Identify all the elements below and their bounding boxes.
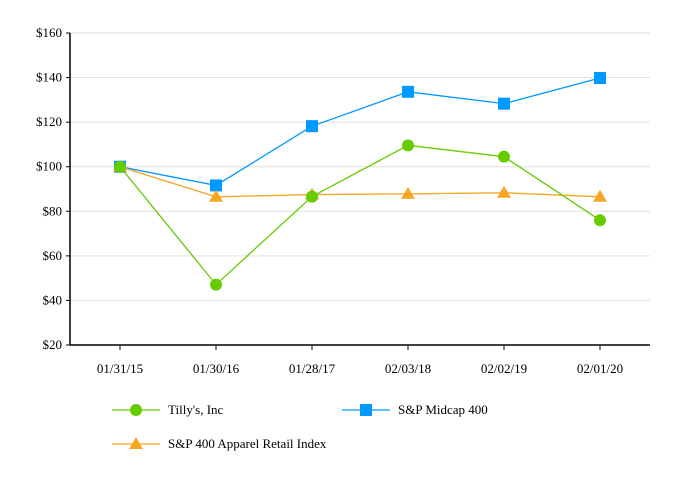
data-point-triangle bbox=[209, 189, 223, 202]
x-tick-label: 02/03/18 bbox=[385, 361, 431, 376]
y-tick-label: $80 bbox=[43, 203, 63, 218]
legend-item: S&P Midcap 400 bbox=[342, 402, 488, 417]
data-point-square bbox=[594, 72, 606, 85]
x-tick-label: 01/30/16 bbox=[193, 361, 240, 376]
data-point-circle bbox=[114, 160, 126, 173]
y-tick-label: $140 bbox=[36, 70, 62, 85]
legend-marker-square bbox=[360, 404, 372, 416]
series-0 bbox=[114, 139, 606, 291]
data-point-triangle bbox=[593, 189, 607, 202]
y-tick-label: $60 bbox=[43, 248, 63, 263]
series-2 bbox=[113, 159, 607, 202]
data-point-square bbox=[402, 85, 414, 98]
data-point-square bbox=[498, 97, 510, 110]
data-point-circle bbox=[498, 150, 510, 163]
legend-label: S&P 400 Apparel Retail Index bbox=[168, 436, 327, 451]
series-1 bbox=[114, 72, 606, 192]
legend-label: Tilly's, Inc bbox=[168, 402, 224, 417]
y-tick-label: $120 bbox=[36, 114, 62, 129]
data-point-circle bbox=[306, 190, 318, 203]
data-point-circle bbox=[402, 139, 414, 152]
y-tick-label: $160 bbox=[36, 25, 62, 40]
x-tick-label: 02/01/20 bbox=[577, 361, 623, 376]
legend-label: S&P Midcap 400 bbox=[398, 402, 488, 417]
series-line bbox=[119, 77, 601, 187]
x-tick-label: 01/31/15 bbox=[97, 361, 143, 376]
data-point-circle bbox=[210, 278, 222, 291]
data-point-square bbox=[210, 179, 222, 192]
x-tick-label: 02/02/19 bbox=[481, 361, 527, 376]
legend-item: Tilly's, Inc bbox=[112, 402, 224, 417]
legend-marker-triangle bbox=[129, 437, 143, 449]
y-tick-label: $40 bbox=[43, 292, 63, 307]
x-tick-label: 01/28/17 bbox=[289, 361, 336, 376]
data-point-triangle bbox=[401, 186, 415, 199]
y-tick-label: $100 bbox=[36, 159, 62, 174]
data-point-circle bbox=[594, 214, 606, 227]
data-point-triangle bbox=[497, 185, 511, 198]
series-line bbox=[119, 144, 601, 286]
y-tick-label: $20 bbox=[43, 337, 63, 352]
data-point-square bbox=[306, 120, 318, 133]
legend-marker-circle bbox=[130, 404, 142, 416]
legend-item: S&P 400 Apparel Retail Index bbox=[112, 436, 327, 451]
series-line bbox=[119, 166, 601, 198]
